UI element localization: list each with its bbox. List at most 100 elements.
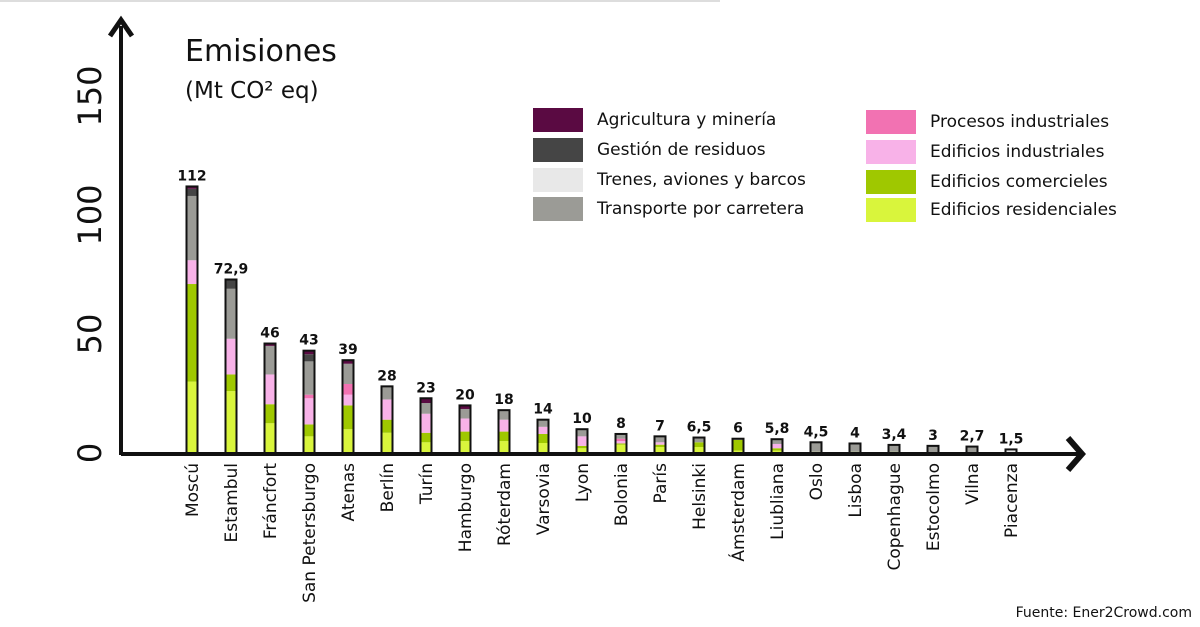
- bar-segment: [225, 391, 237, 453]
- x-tick-label: Berlín: [378, 463, 398, 512]
- total-label: 14: [533, 402, 553, 418]
- y-tick-label: 100: [71, 184, 109, 245]
- x-tick-label: Bolonia: [612, 463, 632, 526]
- bar-segment: [225, 374, 237, 392]
- bar-outline: [926, 444, 940, 454]
- bar-outline: [536, 418, 550, 454]
- bar-segment: [771, 439, 783, 444]
- bar-segment: [186, 188, 198, 196]
- legend-item: Agricultura y minería: [533, 107, 776, 133]
- bar-segment: [537, 426, 549, 434]
- legend-swatch: [533, 197, 583, 221]
- bar-segment: [771, 450, 783, 453]
- x-tick-label: Oslo: [807, 463, 827, 500]
- total-label: 20: [455, 387, 475, 403]
- bar-segment: [537, 433, 549, 444]
- bar-segment: [654, 436, 666, 443]
- bar-outline: [575, 428, 589, 455]
- bar-stack: 3,4 Copenhague: [882, 427, 907, 571]
- bar-segment: [342, 360, 354, 364]
- bar-segment: [264, 423, 276, 453]
- bar-stack: 72,9 Estambul: [214, 261, 249, 542]
- bar-segment: [186, 195, 198, 261]
- bar-stack: 20 Hamburgo: [455, 387, 476, 552]
- legend-swatch: [533, 168, 583, 192]
- bar-stack: 4,5 Oslo: [804, 424, 829, 500]
- chart-subtitle: (Mt CO² eq): [185, 78, 319, 104]
- bar-segment: [615, 444, 627, 453]
- x-tick-label: Helsinki: [690, 463, 710, 530]
- y-tick-label: 50: [71, 314, 109, 355]
- x-tick-label: Róterdam: [495, 463, 515, 546]
- bar-stack: 112 Moscú: [177, 168, 206, 517]
- legend-item: Gestión de residuos: [533, 137, 766, 163]
- bar-stack: 5,8 Liubliana: [765, 421, 790, 540]
- bar-segment: [810, 442, 822, 452]
- x-tick-label: Varsovia: [534, 463, 554, 535]
- bar-segment: [186, 260, 198, 285]
- x-tick-label: Liubliana: [768, 463, 788, 540]
- bar-segment: [420, 403, 432, 414]
- bar-outline: [965, 445, 979, 455]
- bar-segment: [576, 445, 588, 449]
- x-tick-label: Atenas: [339, 463, 359, 522]
- chart-title: Emisiones: [185, 34, 337, 69]
- total-label: 3: [928, 428, 938, 444]
- bar-outline: [848, 442, 862, 455]
- legend-swatch: [866, 110, 916, 134]
- bar-outline: [380, 385, 394, 454]
- legend-swatch: [866, 198, 916, 222]
- bar-segment: [732, 439, 744, 451]
- bar-segment: [420, 442, 432, 453]
- bar-segment: [264, 374, 276, 405]
- bar-segment: [654, 442, 666, 445]
- legend-label: Edificios residenciales: [930, 200, 1117, 220]
- bar-segment: [303, 350, 315, 355]
- legend-label: Gestión de residuos: [597, 140, 766, 160]
- total-label: 23: [416, 380, 435, 396]
- legend-label: Procesos industriales: [930, 112, 1110, 132]
- bar-segment: [459, 441, 471, 453]
- bar-outline: [497, 409, 511, 455]
- bar-segment: [303, 394, 315, 399]
- bar-segment: [615, 441, 627, 444]
- legend-label: Edificios industriales: [930, 142, 1105, 162]
- legend-label: Agricultura y minería: [597, 110, 777, 130]
- legend-label: Trenes, aviones y barcos: [597, 170, 806, 190]
- bar-segment: [303, 354, 315, 362]
- total-label: 6,5: [687, 420, 712, 436]
- total-label: 18: [494, 392, 513, 408]
- bar-outline: [341, 359, 355, 454]
- bar-segment: [420, 432, 432, 443]
- legend-swatch: [866, 170, 916, 194]
- bar-segment: [225, 338, 237, 375]
- bar-segment: [693, 437, 705, 443]
- legend-item: Edificios residenciales: [866, 197, 1117, 223]
- total-label: 112: [177, 168, 206, 184]
- bar-segment: [537, 419, 549, 427]
- x-tick-label: Piacenza: [1002, 463, 1022, 538]
- bar-outline: [653, 435, 667, 454]
- total-label: 6: [733, 421, 743, 437]
- bar-stack: 28 Berlín: [377, 368, 398, 512]
- x-tick-label: Hamburgo: [456, 463, 476, 552]
- bar-segment: [576, 448, 588, 453]
- bar-outline: [614, 432, 628, 454]
- bar-segment: [576, 436, 588, 446]
- bar-stack: 4 Lisboa: [846, 425, 866, 517]
- x-tick-label: Estambul: [222, 463, 242, 543]
- bar-segment: [771, 443, 783, 449]
- bar-stack: 39 Atenas: [338, 342, 359, 521]
- total-label: 5,8: [765, 421, 790, 437]
- total-label: 1,5: [999, 431, 1024, 447]
- legend-item: Trenes, aviones y barcos: [533, 167, 806, 193]
- total-label: 46: [260, 326, 279, 342]
- bar-stack: 2,7 Vilna: [960, 429, 985, 505]
- bar-outline: [419, 397, 433, 455]
- x-tick-label: Lisboa: [846, 463, 866, 518]
- bar-segment: [615, 433, 627, 439]
- x-tick-label: Lyon: [573, 463, 593, 502]
- bar-segment: [654, 447, 666, 453]
